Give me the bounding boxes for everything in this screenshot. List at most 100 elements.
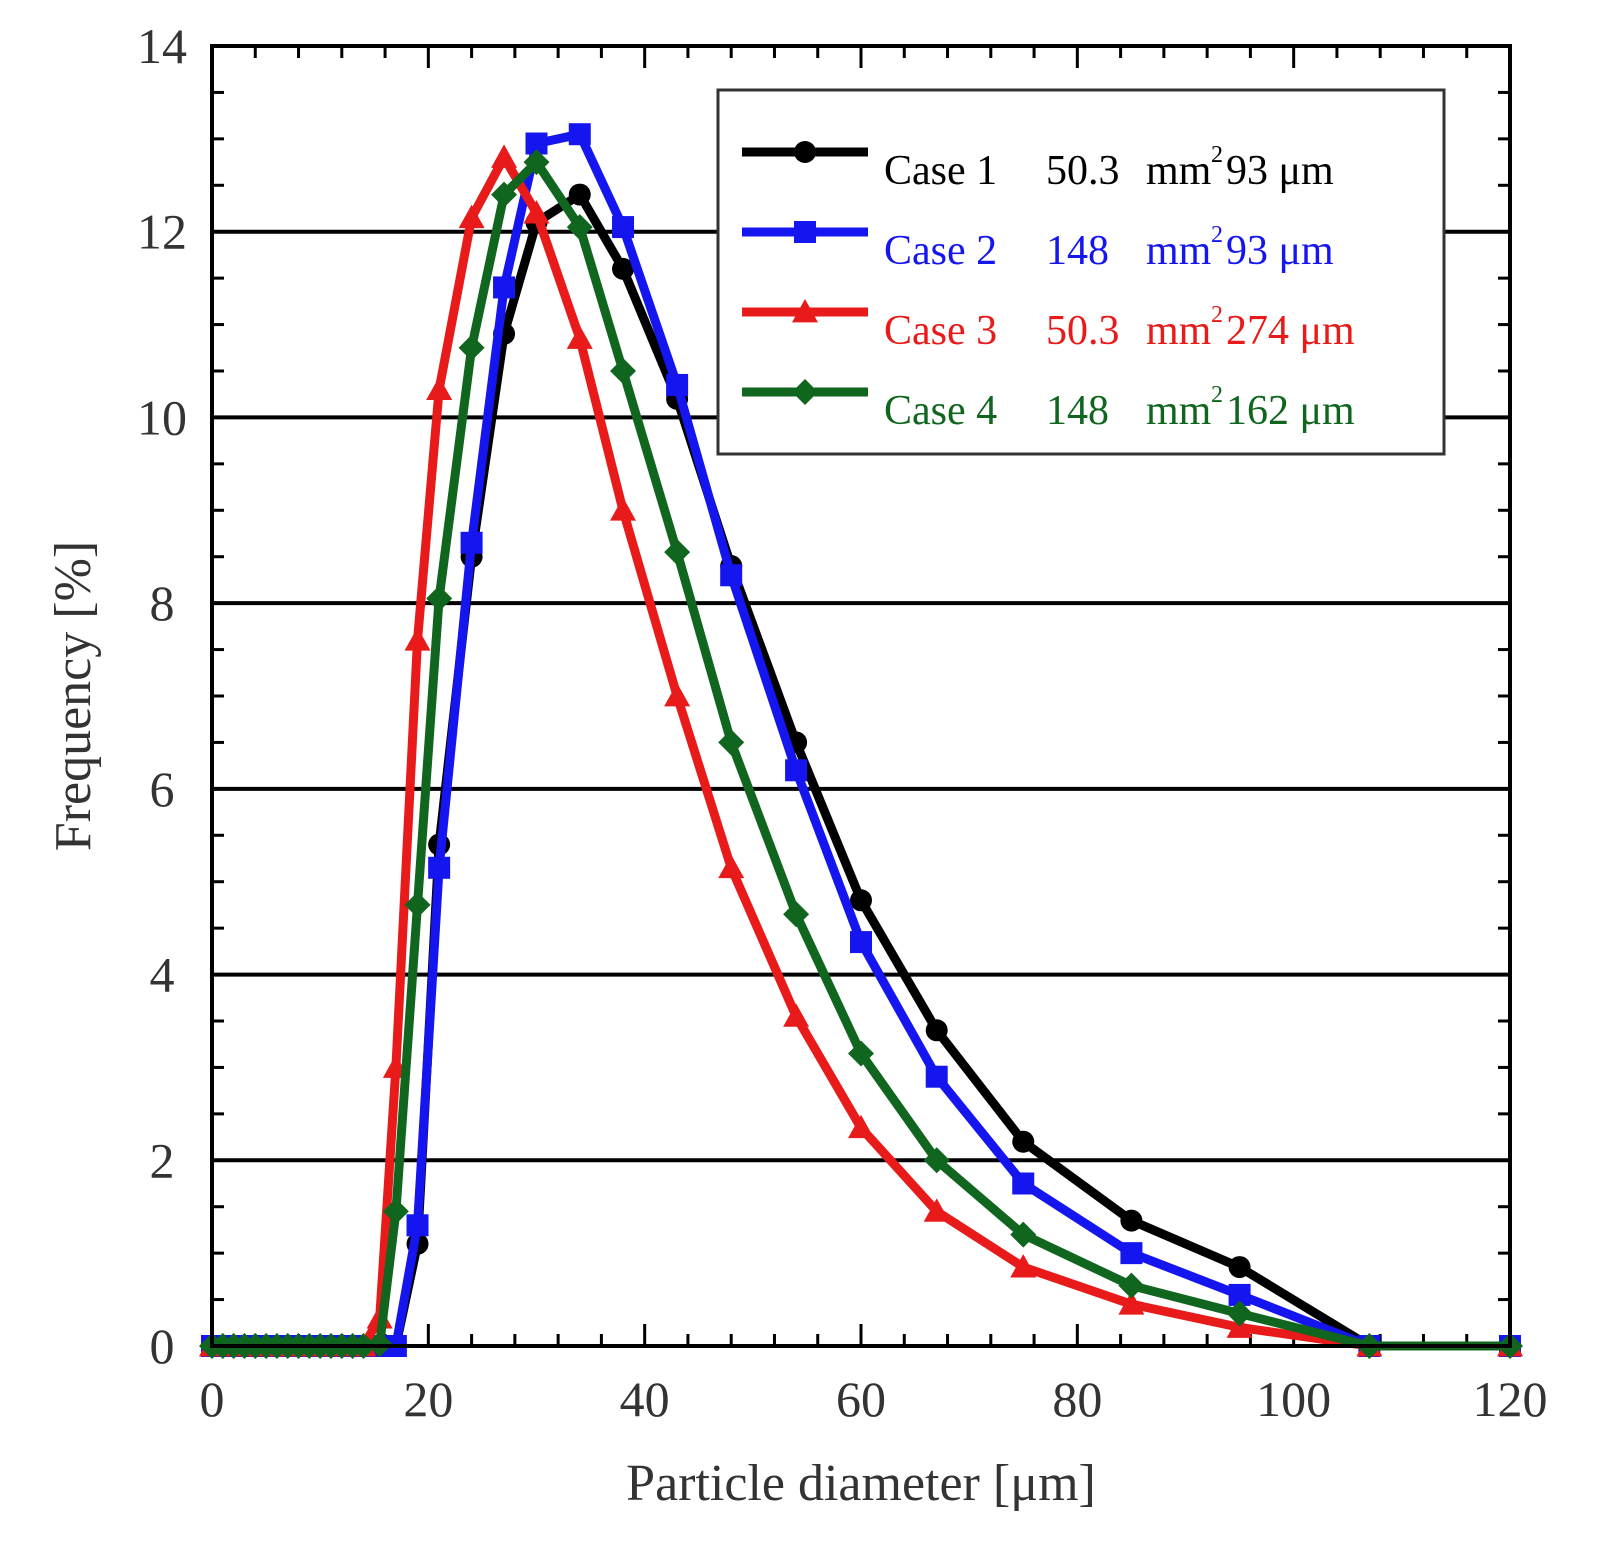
x-tick-label-0: 0	[200, 1371, 225, 1427]
data-point-case-2	[1120, 1242, 1143, 1265]
y-tick-label-2: 2	[150, 1132, 175, 1188]
y-tick-label-10: 10	[137, 389, 187, 445]
data-point-case-4	[382, 1198, 409, 1225]
legend-label: Case 2	[884, 228, 997, 274]
y-tick-label-8: 8	[150, 575, 175, 631]
legend-marker-square	[794, 221, 816, 243]
data-point-case-4	[1010, 1221, 1037, 1248]
legend-area: 148	[1046, 228, 1109, 274]
legend-size: 93 μm	[1226, 228, 1334, 274]
data-point-case-3	[664, 683, 691, 707]
data-point-case-4	[426, 585, 453, 612]
legend-entry-case-4: Case 4 148 mm 2 162 μm	[742, 379, 1355, 434]
legend-area-superscript: 2	[1211, 302, 1223, 328]
data-point-case-1	[1012, 1130, 1035, 1153]
data-point-case-4	[848, 1040, 874, 1067]
data-point-case-2	[1228, 1283, 1251, 1306]
x-tick-label-40: 40	[620, 1371, 670, 1427]
legend-label: Case 4	[884, 388, 997, 434]
x-axis-title: Particle diameter [μm]	[626, 1455, 1096, 1512]
data-point-case-2	[850, 931, 872, 954]
data-point-case-1	[1228, 1256, 1251, 1279]
data-point-case-4	[458, 334, 485, 361]
data-point-case-2	[612, 216, 635, 239]
data-point-case-3	[783, 1003, 810, 1027]
data-point-case-3	[491, 144, 518, 168]
data-point-case-2	[1012, 1172, 1035, 1195]
data-point-case-1	[925, 1019, 948, 1042]
data-point-case-3	[426, 376, 453, 400]
legend-area: 148	[1046, 388, 1109, 434]
data-point-case-4	[664, 539, 691, 566]
data-point-case-3	[566, 325, 593, 349]
legend-area: 50.3	[1046, 148, 1120, 194]
data-point-case-3	[848, 1114, 874, 1139]
data-point-case-4	[404, 891, 431, 918]
plot-frame	[210, 44, 1512, 1348]
legend-entry-case-2: Case 2 148 mm 2 93 μm	[742, 221, 1334, 274]
data-point-case-3	[523, 200, 550, 224]
data-point-case-3	[404, 627, 431, 651]
data-point-case-2	[406, 1214, 429, 1237]
legend-marker-triangle	[792, 299, 818, 323]
x-tick-label-120: 120	[1473, 1371, 1548, 1427]
data-point-case-2	[720, 564, 743, 587]
tick-labels: 0 20 40 60 80 100 120 0 2 4 6 8 10 12 14	[137, 18, 1548, 1427]
data-point-case-4	[523, 149, 550, 176]
legend-area-superscript: 2	[1211, 142, 1223, 168]
legend-area-superscript: 2	[1211, 382, 1223, 408]
data-point-case-4	[783, 901, 810, 928]
y-tick-label-6: 6	[150, 761, 175, 817]
data-point-case-3	[718, 854, 745, 879]
data-point-case-1	[612, 257, 635, 280]
data-point-case-2	[666, 373, 689, 396]
data-point-case-4	[1118, 1272, 1145, 1299]
legend-area-unit: mm	[1146, 148, 1212, 194]
legend-size: 274 μm	[1226, 308, 1355, 354]
data-point-case-4	[610, 358, 637, 384]
y-axis-title: Frequency [%]	[45, 541, 102, 851]
data-point-case-2	[525, 132, 548, 155]
data-point-case-1	[568, 183, 591, 206]
data-point-case-2	[785, 759, 808, 782]
y-tick-label-0: 0	[150, 1318, 175, 1374]
legend-entry-case-1: Case 1 50.3 mm 2 93 μm	[742, 141, 1334, 194]
legend-marker-circle	[794, 141, 816, 163]
legend-label: Case 1	[884, 148, 997, 194]
data-point-case-1	[1120, 1209, 1143, 1232]
data-point-case-1	[850, 889, 872, 912]
data-point-case-2	[460, 531, 483, 554]
data-point-case-2	[568, 123, 591, 146]
legend-area-unit: mm	[1146, 308, 1212, 354]
data-point-case-2	[428, 856, 451, 879]
y-tick-label-12: 12	[137, 204, 187, 260]
x-tick-label-80: 80	[1052, 1371, 1102, 1427]
legend-area-superscript: 2	[1211, 222, 1223, 248]
data-point-case-3	[610, 497, 637, 521]
x-tick-label-60: 60	[836, 1371, 886, 1427]
y-tick-label-14: 14	[137, 18, 187, 74]
legend-size: 162 μm	[1226, 388, 1355, 434]
y-tick-label-4: 4	[150, 947, 175, 1003]
data-point-case-2	[493, 276, 516, 299]
x-tick-label-20: 20	[403, 1371, 453, 1427]
data-point-case-2	[925, 1065, 948, 1088]
legend-entry-case-3: Case 3 50.3 mm 2 274 μm	[742, 299, 1355, 354]
legend-area-unit: mm	[1146, 228, 1212, 274]
data-point-case-3	[923, 1198, 950, 1222]
data-point-case-3	[1118, 1291, 1145, 1315]
legend-marker-diamond	[792, 379, 818, 405]
x-tick-label-100: 100	[1256, 1371, 1331, 1427]
data-point-case-4	[718, 729, 745, 756]
legend-area-unit: mm	[1146, 388, 1212, 434]
legend-area: 50.3	[1046, 308, 1120, 354]
data-point-case-3	[1010, 1254, 1037, 1278]
data-point-case-4	[1226, 1300, 1253, 1327]
data-point-case-4	[923, 1147, 950, 1174]
data-point-case-4	[491, 181, 518, 208]
legend-label: Case 3	[884, 308, 997, 354]
data-point-case-3	[458, 204, 485, 229]
legend-size: 93 μm	[1226, 148, 1334, 194]
